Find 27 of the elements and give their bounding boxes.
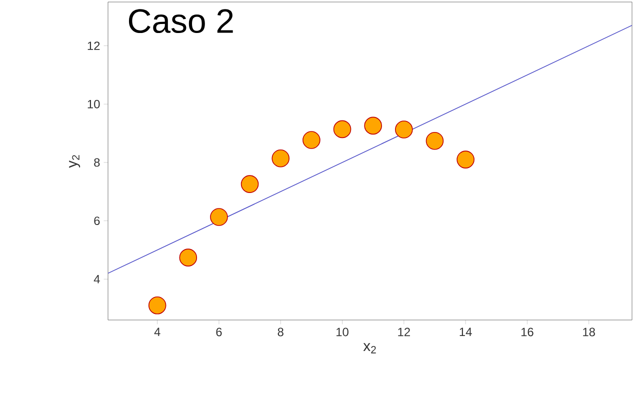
point xyxy=(456,150,474,168)
point xyxy=(364,116,382,135)
y-tick-label: 12 xyxy=(88,42,100,50)
x-tick-label: 8 xyxy=(278,328,284,336)
y-tick-label: 10 xyxy=(88,100,100,108)
point xyxy=(210,208,228,226)
point xyxy=(333,120,352,138)
x-tick-label: 14 xyxy=(460,328,472,336)
chart-title: Caso 2 xyxy=(128,9,233,34)
point xyxy=(395,120,413,138)
point xyxy=(426,132,444,150)
x-tick-label: 4 xyxy=(154,328,160,336)
x-tick-label: 16 xyxy=(521,328,534,336)
x-axis-title: x$_{2}$ xyxy=(363,343,376,354)
point xyxy=(272,149,290,168)
point xyxy=(240,175,259,193)
point xyxy=(302,131,320,149)
point xyxy=(179,248,198,266)
y-tick-label: 6 xyxy=(94,216,100,226)
y-tick-label: 4 xyxy=(94,275,100,284)
point xyxy=(148,296,166,314)
x-tick-label: 18 xyxy=(583,328,595,336)
x-tick-label: 12 xyxy=(398,328,410,336)
x-tick-label: 6 xyxy=(216,328,222,336)
x-tick-label: 10 xyxy=(336,328,348,336)
y-axis-title: y$_{2}$ xyxy=(69,155,80,168)
y-tick-label: 8 xyxy=(94,158,100,167)
